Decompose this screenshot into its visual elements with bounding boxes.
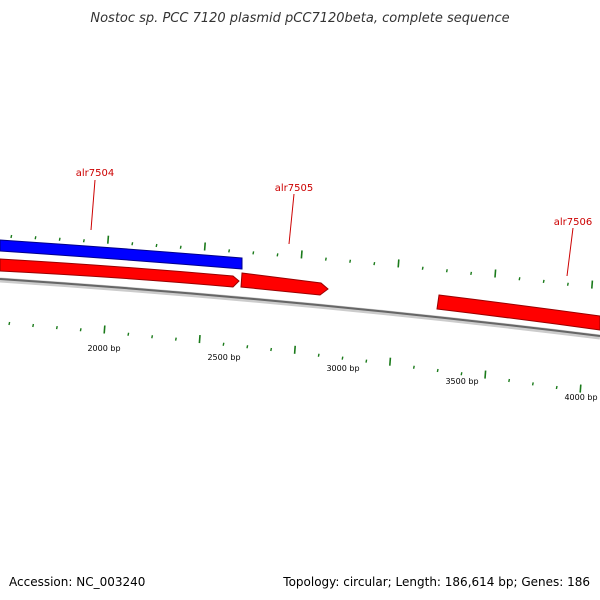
label-line-alr7506	[566, 227, 574, 277]
upper-minor-tick	[349, 259, 352, 263]
lower-minor-tick	[317, 353, 320, 357]
lower-minor-tick	[365, 359, 368, 363]
lower-minor-tick	[222, 342, 225, 346]
upper-minor-tick	[252, 251, 255, 255]
lower-minor-tick	[32, 323, 35, 328]
lower-minor-tick	[55, 325, 58, 330]
scale-label-2000: 2000 bp	[87, 344, 120, 353]
upper-minor-tick	[276, 253, 279, 257]
lower-major-tick	[293, 345, 296, 354]
upper-minor-tick	[421, 266, 424, 270]
lower-minor-tick	[246, 345, 249, 349]
gene-alr7504-arrow[interactable]	[0, 239, 243, 270]
accession-text: Accession: NC_003240	[9, 575, 145, 589]
gene-alr7506-arrow[interactable]	[436, 294, 600, 331]
gene-alr7505-arrow[interactable]	[240, 272, 329, 296]
lower-major-tick	[103, 325, 106, 334]
upper-minor-tick	[155, 243, 158, 248]
lower-minor-tick	[8, 321, 11, 326]
upper-minor-tick	[566, 282, 569, 286]
label-line-alr7505	[288, 193, 295, 245]
lower-minor-tick	[508, 378, 511, 383]
upper-minor-tick	[58, 237, 61, 241]
scale-label-2500: 2500 bp	[207, 353, 240, 362]
lower-minor-tick	[531, 382, 534, 386]
lower-minor-tick	[460, 372, 463, 376]
upper-minor-tick	[445, 269, 448, 273]
upper-major-tick	[203, 242, 206, 251]
lower-minor-tick	[412, 365, 415, 369]
lower-minor-tick	[436, 368, 439, 373]
upper-minor-tick	[470, 271, 473, 276]
upper-minor-tick	[34, 236, 37, 240]
upper-major-tick	[300, 250, 303, 259]
upper-minor-tick	[518, 277, 521, 281]
upper-minor-tick	[542, 279, 545, 284]
upper-minor-tick	[324, 257, 327, 261]
lower-major-tick	[484, 370, 487, 379]
lower-major-tick	[198, 335, 201, 344]
backbone-shadow	[0, 277, 600, 340]
gene-label-alr7505[interactable]: alr7505	[275, 183, 313, 194]
lower-minor-tick	[555, 385, 558, 390]
upper-minor-tick	[179, 245, 182, 249]
lower-major-tick	[579, 384, 582, 393]
lower-minor-tick	[79, 328, 82, 332]
lower-minor-tick	[270, 347, 273, 352]
scale-label-3000: 3000 bp	[326, 364, 359, 373]
upper-minor-tick	[131, 242, 134, 246]
upper-minor-tick	[373, 261, 376, 266]
scale-label-4000: 4000 bp	[564, 393, 597, 402]
map-title: Nostoc sp. PCC 7120 plasmid pCC7120beta,…	[90, 11, 509, 26]
lower-minor-tick	[127, 332, 130, 336]
upper-major-tick	[107, 235, 110, 244]
scale-label-3500: 3500 bp	[445, 377, 478, 386]
gene-arrow-left[interactable]	[0, 258, 240, 288]
upper-major-tick	[591, 280, 594, 289]
lower-major-tick	[389, 357, 392, 366]
lower-tick-row	[8, 321, 582, 393]
upper-major-tick	[397, 259, 400, 268]
upper-minor-tick	[10, 234, 13, 239]
upper-major-tick	[494, 269, 497, 278]
gene-label-alr7504[interactable]: alr7504	[76, 168, 114, 179]
upper-minor-tick	[82, 239, 85, 243]
gene-label-alr7506[interactable]: alr7506	[554, 217, 592, 228]
upper-tick-row	[10, 234, 594, 289]
lower-minor-tick	[341, 356, 344, 360]
lower-minor-tick	[151, 335, 154, 339]
backbone	[0, 278, 600, 337]
summary-text: Topology: circular; Length: 186,614 bp; …	[282, 575, 590, 589]
label-line-alr7504	[90, 179, 96, 231]
upper-minor-tick	[228, 249, 231, 253]
lower-minor-tick	[174, 337, 177, 341]
